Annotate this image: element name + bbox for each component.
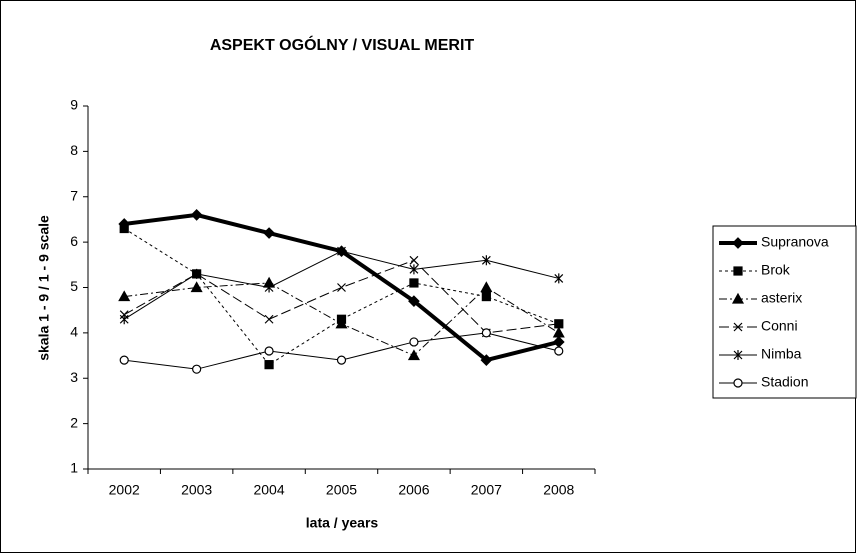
- marker: [119, 355, 129, 365]
- marker: [190, 281, 203, 293]
- marker: [409, 337, 419, 347]
- legend-label: Nimba: [761, 346, 802, 362]
- x-tick-label: 2007: [471, 482, 502, 498]
- legend-label: Stadion: [761, 374, 808, 390]
- legend-marker: [731, 292, 745, 304]
- marker: [407, 349, 420, 361]
- marker: [554, 273, 564, 284]
- y-tick-label: 3: [70, 369, 78, 385]
- y-tick-label: 5: [70, 278, 78, 294]
- marker: [481, 255, 491, 266]
- x-tick-label: 2006: [398, 482, 429, 498]
- x-tick-label: 2003: [181, 482, 212, 498]
- marker: [554, 319, 564, 329]
- marker: [264, 360, 274, 370]
- marker: [118, 290, 131, 302]
- legend-box: [712, 225, 857, 399]
- legend-marker: [733, 378, 743, 388]
- marker: [264, 282, 274, 293]
- marker: [335, 317, 348, 329]
- marker: [480, 281, 493, 293]
- x-tick-label: 2008: [543, 482, 574, 498]
- marker: [336, 355, 347, 365]
- y-tick-label: 9: [70, 97, 78, 113]
- marker: [190, 209, 203, 221]
- marker: [409, 264, 419, 275]
- y-tick-label: 2: [70, 414, 78, 430]
- marker: [263, 227, 275, 239]
- legend-label: asterix: [761, 290, 802, 306]
- legend-label: Brok: [761, 262, 791, 278]
- chart-title: ASPEKT OGÓLNY / VISUAL MERIT: [210, 35, 475, 54]
- marker: [264, 314, 274, 324]
- marker: [481, 328, 491, 338]
- legend-label: Supranova: [761, 234, 829, 250]
- y-tick-label: 1: [70, 460, 78, 476]
- y-tick-label: 8: [70, 142, 78, 158]
- y-tick-label: 6: [70, 233, 78, 249]
- legend-marker: [733, 266, 743, 276]
- x-tick-label: 2004: [253, 482, 284, 498]
- marker: [337, 283, 346, 292]
- x-axis-label: lata / years: [306, 515, 379, 531]
- marker: [409, 255, 419, 265]
- marker: [119, 223, 129, 234]
- marker: [119, 314, 129, 325]
- marker: [264, 346, 274, 356]
- legend-marker: [732, 237, 744, 249]
- x-tick-label: 2002: [109, 482, 140, 498]
- marker: [408, 295, 420, 307]
- y-tick-label: 7: [70, 187, 78, 203]
- legend-label: Conni: [761, 318, 798, 334]
- marker: [552, 326, 565, 338]
- marker: [337, 246, 346, 257]
- legend-marker: [733, 322, 743, 332]
- marker: [409, 278, 419, 288]
- marker: [192, 364, 202, 374]
- marker: [481, 291, 491, 302]
- y-tick-label: 4: [70, 324, 78, 340]
- marker: [480, 354, 493, 366]
- y-axis-label: skala 1 - 9 / 1 - 9 scale: [36, 215, 52, 361]
- marker: [554, 346, 564, 356]
- x-tick-label: 2005: [326, 482, 357, 498]
- marker: [192, 268, 202, 279]
- legend-marker: [733, 350, 743, 360]
